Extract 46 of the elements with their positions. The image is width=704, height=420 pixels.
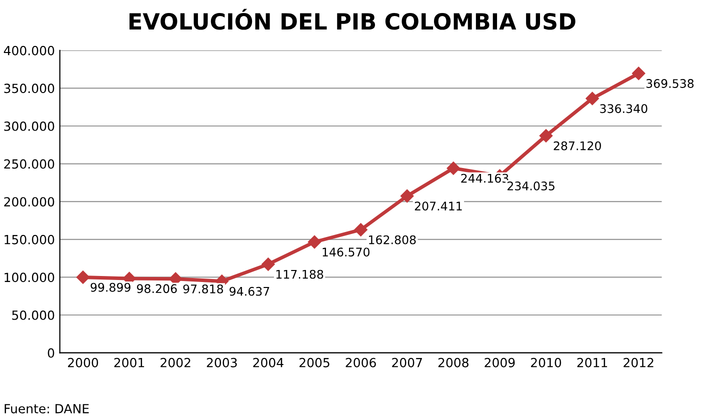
chart-title: EVOLUCIÓN DEL PIB COLOMBIA USD <box>130 8 576 30</box>
point <box>308 235 322 249</box>
point <box>632 66 646 80</box>
x-tick-label: 2000 <box>68 358 98 368</box>
point <box>76 270 90 284</box>
x-tick-label: 2003 <box>206 358 237 368</box>
data-label: 207.411 <box>414 202 462 211</box>
data-label: 98.206 <box>136 284 177 294</box>
x-tick-label: 2007 <box>392 358 422 368</box>
y-tick-label: 50.000 <box>12 310 54 320</box>
data-label: 336.340 <box>600 104 648 114</box>
data-label: 94.637 <box>230 286 270 296</box>
data-label: 234.035 <box>508 181 554 190</box>
x-tick-label: 2012 <box>624 358 654 368</box>
data-label: 97.818 <box>183 284 224 294</box>
point <box>586 92 599 106</box>
data-label: 99.899 <box>90 282 130 292</box>
data-label: 244.163 <box>461 174 508 183</box>
x-tick-label: 2006 <box>346 358 376 368</box>
y-tick-label: 200.000 <box>4 197 54 207</box>
data-label: 287.120 <box>554 141 601 150</box>
x-tick-label: 2010 <box>531 358 562 368</box>
x-tick-label: 2001 <box>114 358 144 368</box>
y-tick-label: 250.000 <box>4 159 54 169</box>
data-label: 369.538 <box>646 79 694 88</box>
y-tick-label: 400.000 <box>4 46 54 56</box>
point <box>446 162 460 175</box>
data-label: 146.570 <box>322 248 370 257</box>
point <box>262 258 275 271</box>
x-tick-label: 2005 <box>300 358 330 368</box>
y-tick-label: 150.000 <box>4 234 54 244</box>
x-tick-label: 2011 <box>577 358 608 368</box>
y-tick-label: 350.000 <box>4 84 54 94</box>
point <box>354 223 368 236</box>
point <box>400 189 414 203</box>
x-tick-label: 2002 <box>160 358 190 368</box>
source-note: Fuente: DANE <box>4 404 89 414</box>
y-tick-label: 100.000 <box>4 272 54 282</box>
x-tick-label: 2009 <box>484 358 515 368</box>
y-tick-label: 0 <box>48 348 54 358</box>
data-label: 162.808 <box>369 235 416 244</box>
x-tick-label: 2008 <box>438 358 468 368</box>
x-tick-label: 2004 <box>253 358 284 368</box>
point <box>539 129 553 142</box>
y-tick-label: 300.000 <box>4 121 54 131</box>
data-label: 117.188 <box>276 270 324 279</box>
